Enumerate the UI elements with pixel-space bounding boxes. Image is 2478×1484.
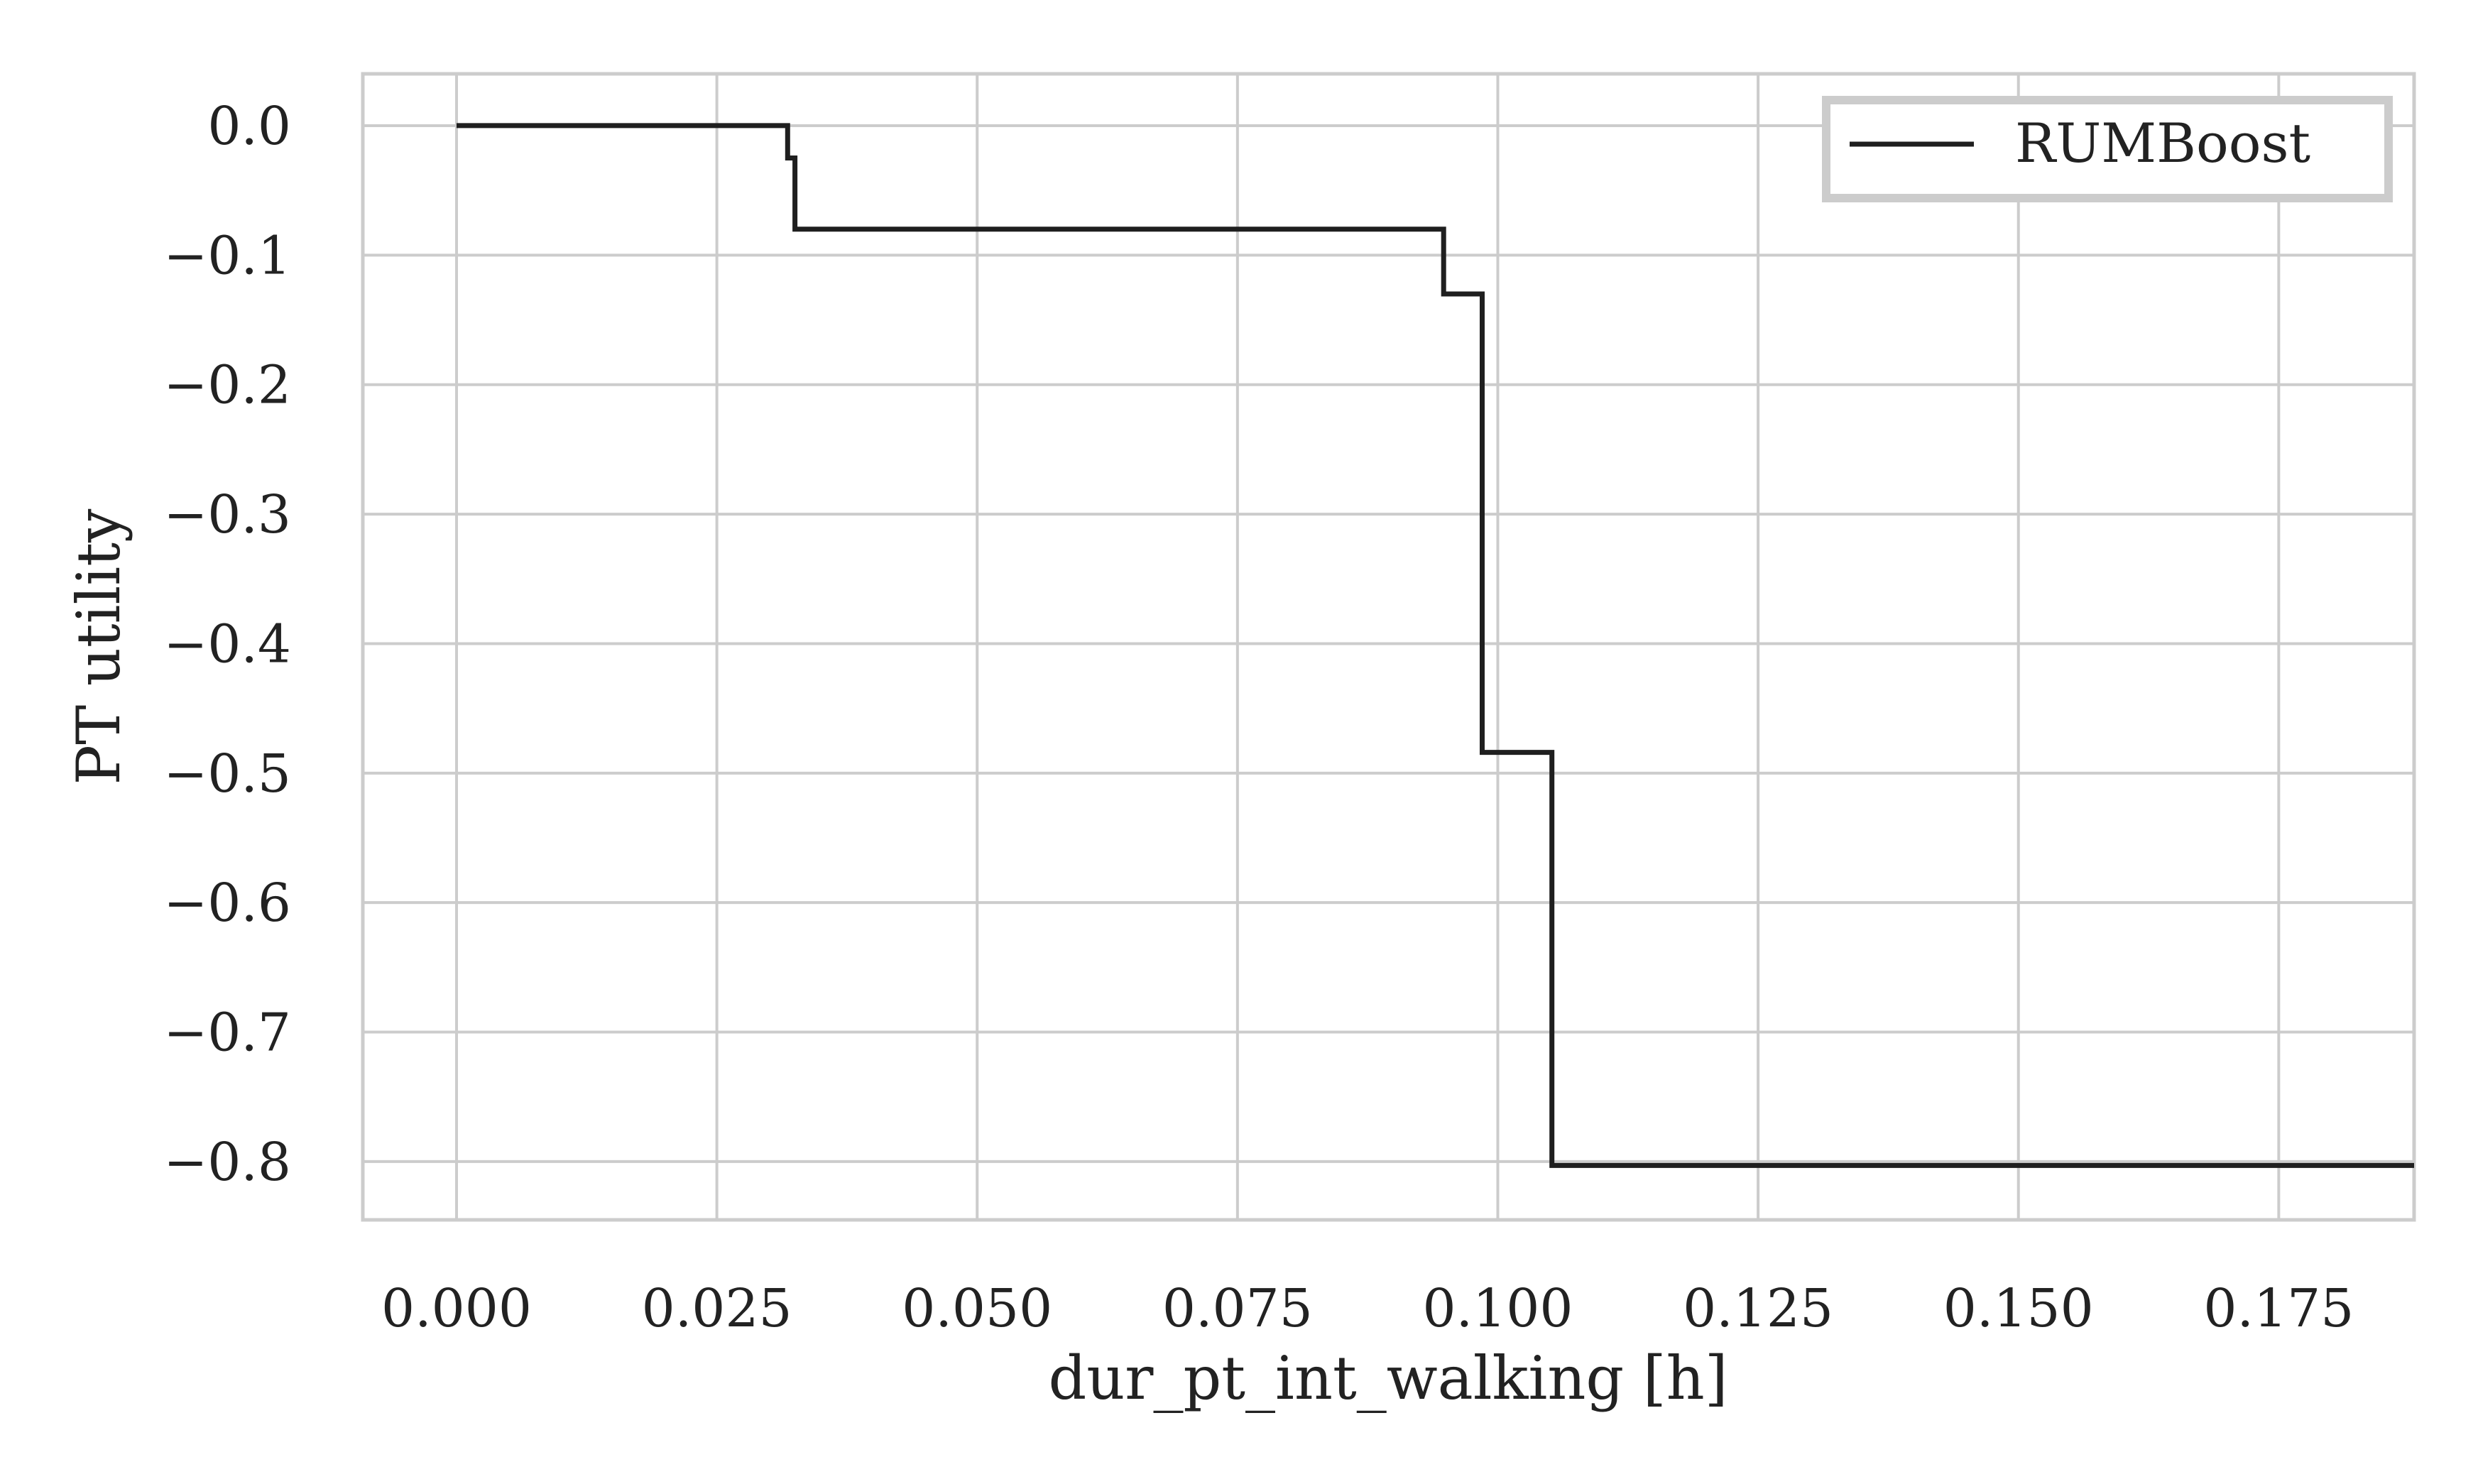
- x-tick-label: 0.075: [1162, 1278, 1313, 1339]
- series-layer: [457, 123, 2414, 1168]
- x-tick-label: 0.050: [902, 1278, 1052, 1339]
- legend: RUMBoost: [1822, 96, 2393, 202]
- y-axis-ticks: 0.0 −0.1 −0.2 −0.3 −0.4 −0.5 −0.6 −0.7 −0.8: [163, 96, 291, 1193]
- y-tick-label: −0.3: [163, 484, 291, 545]
- x-axis-label: dur_pt_int_walking [h]: [1048, 1343, 1727, 1413]
- y-axis-label: PT utility: [64, 508, 133, 785]
- x-tick-label: 0.175: [2203, 1278, 2354, 1339]
- grid: [363, 74, 2414, 1220]
- y-tick-label: −0.2: [163, 355, 291, 416]
- y-tick-label: −0.7: [163, 1003, 291, 1064]
- y-tick-label: 0.0: [207, 96, 291, 157]
- x-tick-label: 0.100: [1423, 1278, 1573, 1339]
- y-tick-label: −0.4: [163, 613, 291, 675]
- legend-box: [1822, 96, 2393, 202]
- x-tick-label: 0.025: [642, 1278, 792, 1339]
- x-tick-label: 0.000: [381, 1278, 532, 1339]
- series-line: [457, 123, 2414, 1168]
- x-tick-label: 0.125: [1683, 1278, 1833, 1339]
- y-tick-label: −0.1: [163, 225, 291, 286]
- plot-frame: [361, 72, 2416, 1222]
- legend-label: RUMBoost: [2015, 111, 2310, 175]
- y-tick-label: −0.6: [163, 873, 291, 934]
- x-tick-label: 0.150: [1943, 1278, 2094, 1339]
- y-tick-label: −0.5: [163, 743, 291, 804]
- x-axis-ticks: 0.000 0.025 0.050 0.075 0.100 0.125 0.150 0.175: [381, 1278, 2354, 1339]
- y-tick-label: −0.8: [163, 1132, 291, 1193]
